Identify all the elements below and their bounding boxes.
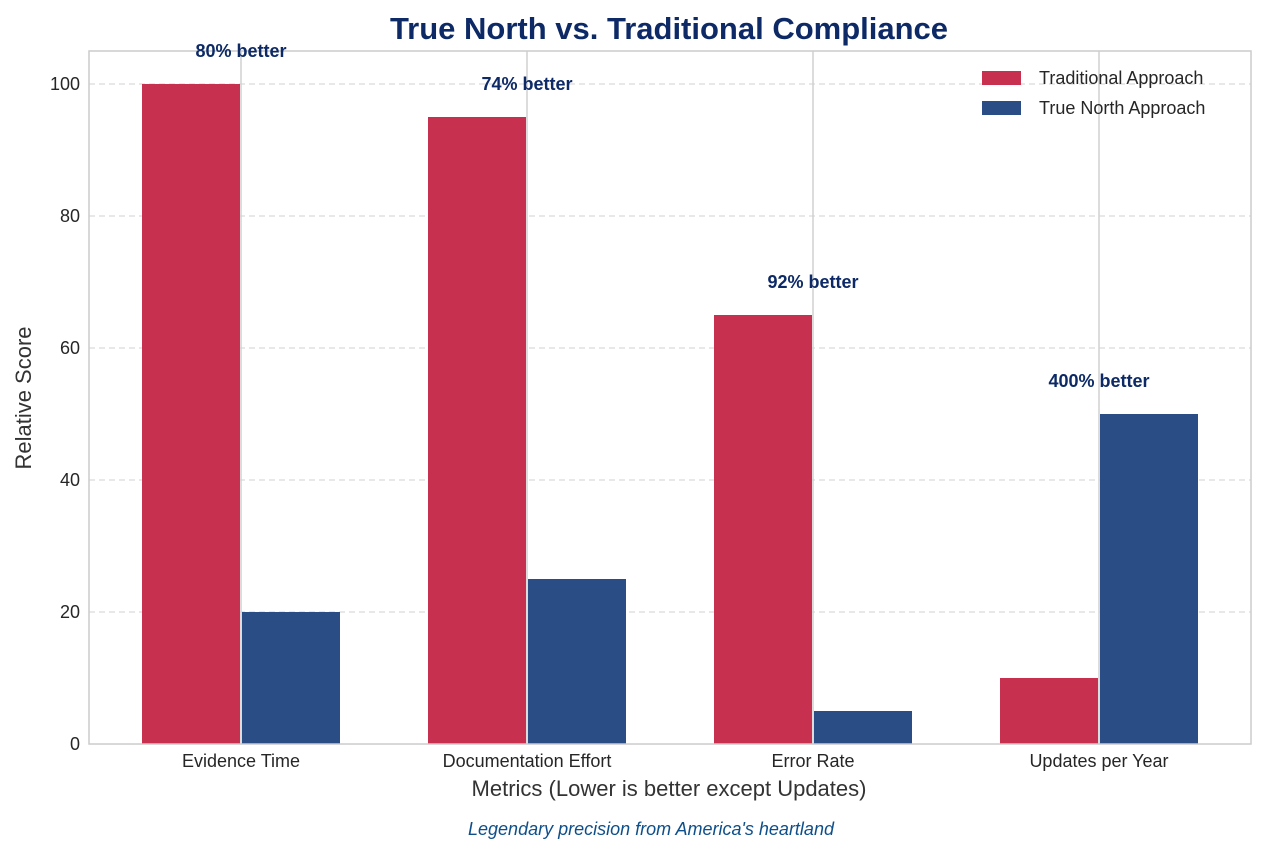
legend: Traditional Approach True North Approach	[982, 68, 1205, 118]
y-ticks: 0 20 40 60 80 100	[50, 74, 80, 754]
y-tick-label: 20	[60, 602, 80, 622]
annotation-label: 400% better	[1048, 371, 1149, 391]
annotations: 80% better 74% better 92% better 400% bette…	[195, 41, 1149, 391]
legend-label: Traditional Approach	[1039, 68, 1203, 88]
annotation-label: 80% better	[195, 41, 286, 61]
bar-traditional	[142, 84, 240, 744]
y-axis-label: Relative Score	[11, 326, 36, 469]
x-tick-label: Documentation Effort	[443, 751, 612, 771]
y-tick-label: 80	[60, 206, 80, 226]
y-tick-label: 40	[60, 470, 80, 490]
bar-true-north	[1100, 414, 1198, 744]
bar-true-north	[242, 612, 340, 744]
annotation-label: 92% better	[767, 272, 858, 292]
bars	[142, 84, 1198, 744]
bar-traditional	[428, 117, 526, 744]
y-tick-label: 0	[70, 734, 80, 754]
annotation-lines	[240, 51, 1100, 744]
plot-frame	[88, 50, 1252, 745]
annotation-label: 74% better	[481, 74, 572, 94]
y-tick-label: 60	[60, 338, 80, 358]
x-tick-label: Error Rate	[771, 751, 854, 771]
bar-true-north	[814, 711, 912, 744]
x-tick-label: Updates per Year	[1029, 751, 1168, 771]
chart-title: True North vs. Traditional Compliance	[390, 11, 948, 46]
bar-traditional	[1000, 678, 1098, 744]
bar-true-north	[528, 579, 626, 744]
legend-swatch	[982, 71, 1021, 85]
gridlines	[89, 83, 1251, 613]
y-tick-label: 100	[50, 74, 80, 94]
x-ticks: Evidence Time Documentation Effort Error R…	[182, 751, 1169, 771]
chart-caption: Legendary precision from America's heart…	[468, 819, 835, 839]
x-tick-label: Evidence Time	[182, 751, 300, 771]
legend-label: True North Approach	[1039, 98, 1205, 118]
bar-traditional	[714, 315, 812, 744]
legend-swatch	[982, 101, 1021, 115]
x-axis-label: Metrics (Lower is better except Updates)	[472, 776, 867, 801]
